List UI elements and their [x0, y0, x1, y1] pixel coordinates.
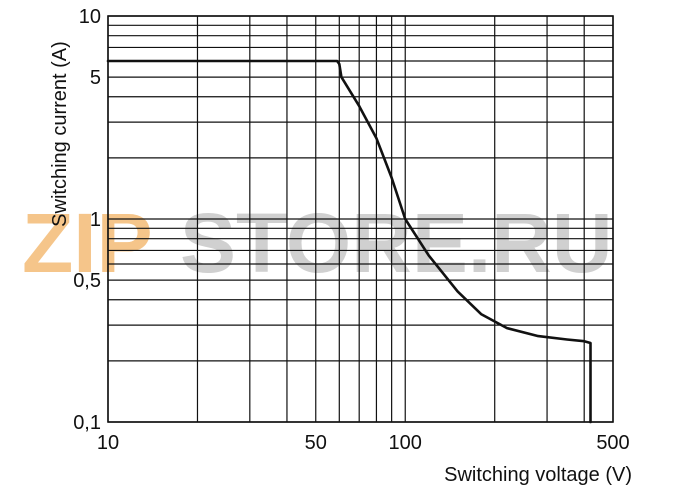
x-tick-labels: 10 50 100 500 — [97, 432, 630, 454]
x-tick-label: 100 — [389, 432, 422, 454]
watermark-text-zip: ZIP — [22, 196, 153, 290]
y-tick-label: 10 — [79, 6, 101, 28]
watermark-text-store: STORE.RU — [180, 196, 613, 290]
plot-frame — [107, 15, 614, 423]
y-tick-label: 0,5 — [73, 270, 101, 292]
grid — [107, 15, 614, 423]
y-axis-title: Switching current (A) — [49, 41, 71, 227]
x-tick-label: 50 — [305, 432, 327, 454]
x-tick-label: 10 — [97, 432, 119, 454]
y-tick-label: 1 — [90, 209, 101, 231]
series-line-group — [106, 59, 592, 424]
watermark: ZIP STORE.RU — [22, 196, 613, 290]
y-tick-labels: 10 5 1 0,5 0,1 — [73, 6, 101, 434]
y-tick-label: 5 — [90, 67, 101, 89]
x-tick-label: 500 — [596, 432, 629, 454]
y-tick-label: 0,1 — [73, 412, 101, 434]
x-axis-title: Switching voltage (V) — [444, 464, 632, 486]
series-line-0 — [106, 59, 592, 424]
